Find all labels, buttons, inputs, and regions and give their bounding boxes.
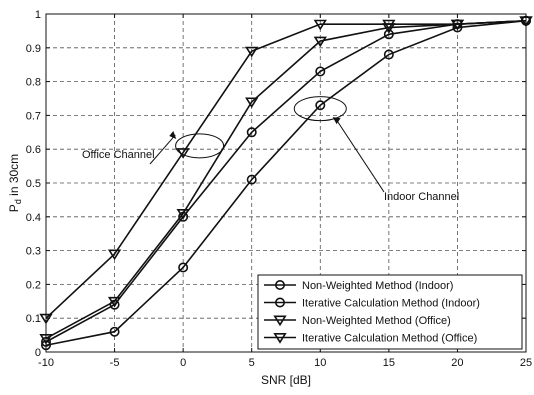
legend-label-iterative-indoor: Iterative Calculation Method (Indoor) xyxy=(302,298,480,310)
data-point-iterative-office xyxy=(450,19,465,31)
data-point-iterative-indoor xyxy=(315,66,326,77)
data-point-non-weighted-office xyxy=(245,46,259,58)
series-layer xyxy=(39,15,533,351)
y-tick-label: 0 xyxy=(35,347,41,359)
y-tick-label: 0.8 xyxy=(26,77,41,89)
series-non-weighted-indoor xyxy=(40,15,531,351)
annotation-arrow-office xyxy=(149,134,176,165)
tick-layer: -10 -5 0 5 10 15 20 25 0 0.1 0.2 0.3 0.4 0.5 0.6 0.7 0.8… xyxy=(26,9,532,369)
data-point-non-weighted-indoor xyxy=(452,22,463,33)
data-point-non-weighted-indoor xyxy=(246,174,257,185)
legend-marker-iterative-office xyxy=(273,333,287,344)
y-axis-title-main: P xyxy=(7,204,21,212)
annotation-arrowhead-indoor xyxy=(332,117,341,125)
annotation-layer: Office Channel Indoor Channel xyxy=(82,96,459,203)
data-point-iterative-indoor xyxy=(246,127,257,138)
annotation-indoor-channel: Indoor Channel xyxy=(384,191,459,203)
legend-label-iterative-office: Iterative Calculation Method (Office) xyxy=(302,333,477,345)
x-axis-title: SNR [dB] xyxy=(261,373,311,387)
x-tick-label: 5 xyxy=(249,357,255,369)
data-point-non-weighted-indoor xyxy=(109,326,120,337)
x-tick-label: 10 xyxy=(314,357,326,369)
x-tick-label: 20 xyxy=(451,357,463,369)
data-point-non-weighted-office xyxy=(39,313,53,325)
y-tick-label: 0.6 xyxy=(26,144,41,156)
data-point-iterative-office xyxy=(176,208,190,220)
x-tick-label: 15 xyxy=(383,357,395,369)
series-line-iterative-indoor xyxy=(45,19,527,343)
x-tick-label: -10 xyxy=(38,357,54,369)
annotation-arrow-indoor xyxy=(336,119,385,193)
data-point-iterative-office xyxy=(382,23,396,34)
annotation-office-channel: Office Channel xyxy=(82,149,155,161)
series-line-non-weighted-office xyxy=(45,19,527,319)
legend-box xyxy=(257,274,523,350)
data-point-iterative-office xyxy=(107,296,122,308)
annotation-arrowhead-office xyxy=(169,131,177,140)
legend-label-non-weighted-office: Non-Weighted Method (Office) xyxy=(302,315,451,327)
data-point-non-weighted-office xyxy=(107,249,122,261)
legend: Non-Weighted Method (Indoor) Iterative C… xyxy=(257,274,523,350)
data-point-non-weighted-indoor xyxy=(178,262,189,273)
series-iterative-office xyxy=(39,16,533,345)
y-tick-label: 0.4 xyxy=(26,212,41,224)
data-point-iterative-office xyxy=(519,16,533,27)
data-point-iterative-office xyxy=(245,97,259,109)
y-tick-label: 1 xyxy=(35,9,41,21)
legend-label-non-weighted-indoor: Non-Weighted Method (Indoor) xyxy=(302,280,453,292)
data-point-non-weighted-office xyxy=(313,19,327,31)
legend-marker-non-weighted-office xyxy=(273,315,287,327)
data-point-non-weighted-indoor xyxy=(383,49,394,60)
annotation-ellipse-office xyxy=(175,133,225,159)
y-tick-label: 0.9 xyxy=(26,43,41,55)
legend-marker-non-weighted-indoor xyxy=(274,279,285,290)
grid-layer xyxy=(46,14,526,352)
series-line-iterative-office xyxy=(45,19,527,340)
y-tick-label: 0.5 xyxy=(26,178,41,190)
y-tick-label: 0.1 xyxy=(26,313,41,325)
y-tick-label: 0.3 xyxy=(26,246,41,258)
x-tick-label: 25 xyxy=(520,357,532,369)
y-tick-label: 0.7 xyxy=(26,110,41,122)
data-point-iterative-office xyxy=(39,334,53,345)
data-point-iterative-office xyxy=(313,36,327,48)
series-line-non-weighted-indoor xyxy=(45,19,527,347)
legend-marker-iterative-indoor xyxy=(274,297,285,308)
y-axis-title: Pd in 30cm xyxy=(7,154,23,212)
x-tick-label: 0 xyxy=(180,357,186,369)
annotation-ellipse-indoor xyxy=(293,96,347,122)
x-tick-label: -5 xyxy=(110,357,120,369)
y-axis-title-rest: in 30cm xyxy=(7,154,21,199)
data-point-non-weighted-indoor xyxy=(315,100,326,111)
y-tick-label: 0.2 xyxy=(26,279,41,291)
y-axis-title-subscript: d xyxy=(13,199,23,204)
